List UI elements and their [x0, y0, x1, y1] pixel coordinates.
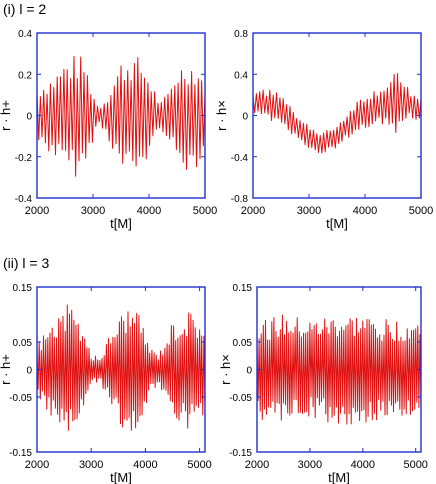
x-tick-label: 5000 — [403, 459, 427, 471]
x-tick-label: 3000 — [81, 205, 105, 217]
y-tick-label: -0.05 — [9, 393, 32, 404]
plot-frame — [36, 32, 206, 199]
y-tick-label: 0.15 — [233, 283, 253, 294]
x-tick-label: 5000 — [187, 459, 211, 471]
y-tick-label: 0.2 — [18, 70, 32, 81]
x-tick-label: 5000 — [193, 205, 217, 217]
y-tick-label: 0 — [26, 112, 32, 123]
y-axis-label: r · h+ — [0, 100, 13, 131]
y-tick-label: 0.05 — [13, 338, 33, 349]
y-tick-label: 0 — [242, 112, 248, 123]
x-axis-label: t[M] — [110, 470, 132, 484]
x-tick-label: 4000 — [351, 459, 375, 471]
section-label-ii: (ii) l = 3 — [3, 255, 50, 271]
y-axis-label: r · h× — [214, 100, 229, 131]
y-tick-label: -0.4 — [15, 194, 33, 205]
signal-line — [36, 304, 206, 431]
y-tick-label: -0.15 — [9, 448, 32, 459]
y-tick-label: -0.05 — [229, 393, 252, 404]
x-tick-label: 3000 — [297, 205, 321, 217]
y-tick-label: 0.15 — [13, 283, 33, 294]
y-tick-label: -0.4 — [231, 153, 249, 164]
y-tick-label: 0.4 — [234, 70, 248, 81]
x-tick-label: 4000 — [353, 205, 377, 217]
y-tick-label: -0.2 — [15, 153, 33, 164]
y-axis-label: r · h+ — [0, 354, 13, 385]
y-axis-label: r · h× — [218, 354, 233, 385]
x-tick-label: 3000 — [79, 459, 103, 471]
y-tick-label: 0 — [246, 366, 252, 377]
signal-line — [36, 56, 206, 177]
x-tick-label: 3000 — [298, 459, 322, 471]
x-tick-label: 2000 — [245, 459, 269, 471]
x-tick-label: 4000 — [137, 205, 161, 217]
x-axis-label: t[M] — [326, 216, 348, 231]
x-tick-label: 4000 — [133, 459, 157, 471]
x-axis-label: t[M] — [110, 216, 132, 231]
y-tick-label: -0.8 — [231, 194, 249, 205]
y-tick-label: -0.15 — [229, 448, 252, 459]
y-tick-label: 0 — [26, 366, 32, 377]
signal-line — [252, 73, 422, 154]
y-tick-label: 0.8 — [234, 29, 248, 40]
y-tick-label: 0.05 — [233, 338, 253, 349]
x-axis-label: t[M] — [328, 470, 350, 484]
x-tick-label: 5000 — [409, 205, 433, 217]
x-tick-label: 2000 — [241, 205, 265, 217]
section-label-i: (i) l = 2 — [3, 1, 46, 17]
x-tick-label: 2000 — [25, 459, 49, 471]
x-tick-label: 2000 — [25, 205, 49, 217]
y-tick-label: 0.4 — [18, 29, 32, 40]
signal-line — [256, 314, 422, 425]
